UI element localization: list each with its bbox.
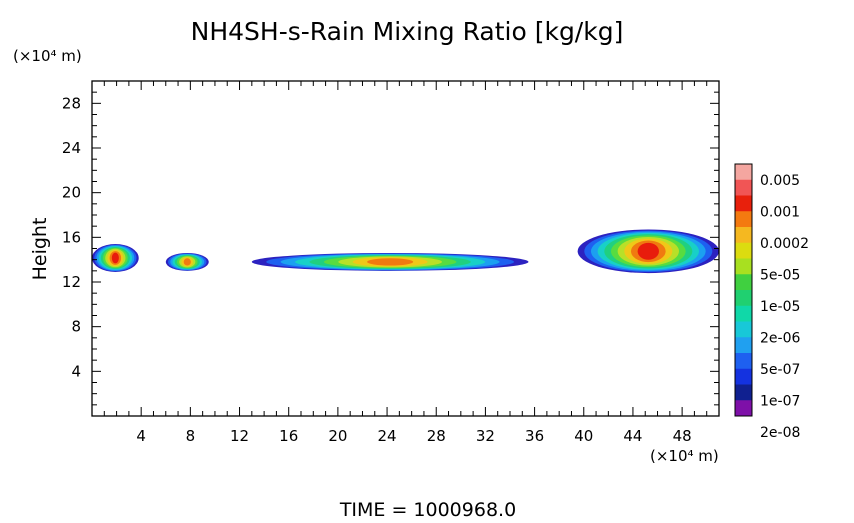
rain-region xyxy=(183,258,191,266)
colorbar-swatch xyxy=(735,368,752,385)
colorbar-swatch xyxy=(735,179,752,196)
colorbar-label: 0.0002 xyxy=(760,236,809,252)
colorbar-swatch xyxy=(735,337,752,354)
y-unit-label: (×10⁴ m) xyxy=(13,47,82,65)
colorbar-swatch xyxy=(735,258,752,275)
y-axis-label: Height xyxy=(29,218,51,281)
x-tick-label: 32 xyxy=(476,427,495,445)
x-tick-label: 4 xyxy=(136,427,146,445)
y-tick-label: 28 xyxy=(62,94,81,112)
colorbar-swatch xyxy=(735,384,752,401)
x-tick-label: 36 xyxy=(525,427,544,445)
colorbar-swatch xyxy=(735,400,752,417)
x-tick-label: 44 xyxy=(623,427,642,445)
rain-region xyxy=(637,242,659,260)
colorbar-swatch xyxy=(735,195,752,212)
colorbar-swatch xyxy=(735,164,752,181)
colorbar-swatch xyxy=(735,242,752,259)
x-unit-label: (×10⁴ m) xyxy=(650,447,719,465)
x-tick-label: 16 xyxy=(279,427,298,445)
time-footer: TIME = 1000968.0 xyxy=(339,499,516,519)
x-tick-label: 12 xyxy=(230,427,249,445)
x-tick-label: 40 xyxy=(574,427,593,445)
chart-title: NH4SH-s-Rain Mixing Ratio [kg/kg] xyxy=(191,17,624,46)
colorbar-label: 0.005 xyxy=(760,173,800,189)
rain-region xyxy=(367,258,414,266)
y-tick-label: 12 xyxy=(62,273,81,291)
colorbar-swatch xyxy=(735,211,752,228)
colorbar-label: 5e-07 xyxy=(760,362,800,378)
y-tick-label: 8 xyxy=(71,318,81,336)
colorbar-swatch xyxy=(735,353,752,370)
y-tick-label: 20 xyxy=(62,184,81,202)
x-tick-label: 8 xyxy=(186,427,196,445)
y-tick-label: 4 xyxy=(71,362,81,380)
x-tick-label: 24 xyxy=(378,427,397,445)
colorbar-swatch xyxy=(735,321,752,338)
colorbar-swatch xyxy=(735,227,752,244)
colorbar: 0.005 0.001 0.0002 5e-05 1e-05 2e-06 5e-07 1e-0… xyxy=(734,163,809,441)
colorbar-label: 2e-06 xyxy=(760,330,800,346)
plot-frame xyxy=(91,80,720,417)
colorbar-swatch xyxy=(735,305,752,322)
y-tick-label: 16 xyxy=(62,228,81,246)
colorbar-label: 1e-07 xyxy=(760,393,800,409)
x-tick-label: 28 xyxy=(427,427,446,445)
colorbar-label: 1e-05 xyxy=(760,299,800,315)
colorbar-swatch xyxy=(735,274,752,291)
colorbar-label: 2e-08 xyxy=(760,425,800,441)
colorbar-swatch xyxy=(735,290,752,307)
colorbar-label: 5e-05 xyxy=(760,267,800,283)
rain-regions xyxy=(92,229,719,274)
rain-region xyxy=(111,252,119,264)
x-tick-label: 20 xyxy=(328,427,347,445)
colorbar-label: 0.001 xyxy=(760,204,800,220)
x-tick-label: 48 xyxy=(673,427,692,445)
y-tick-label: 24 xyxy=(62,139,81,157)
colorbar-frame xyxy=(734,163,753,417)
